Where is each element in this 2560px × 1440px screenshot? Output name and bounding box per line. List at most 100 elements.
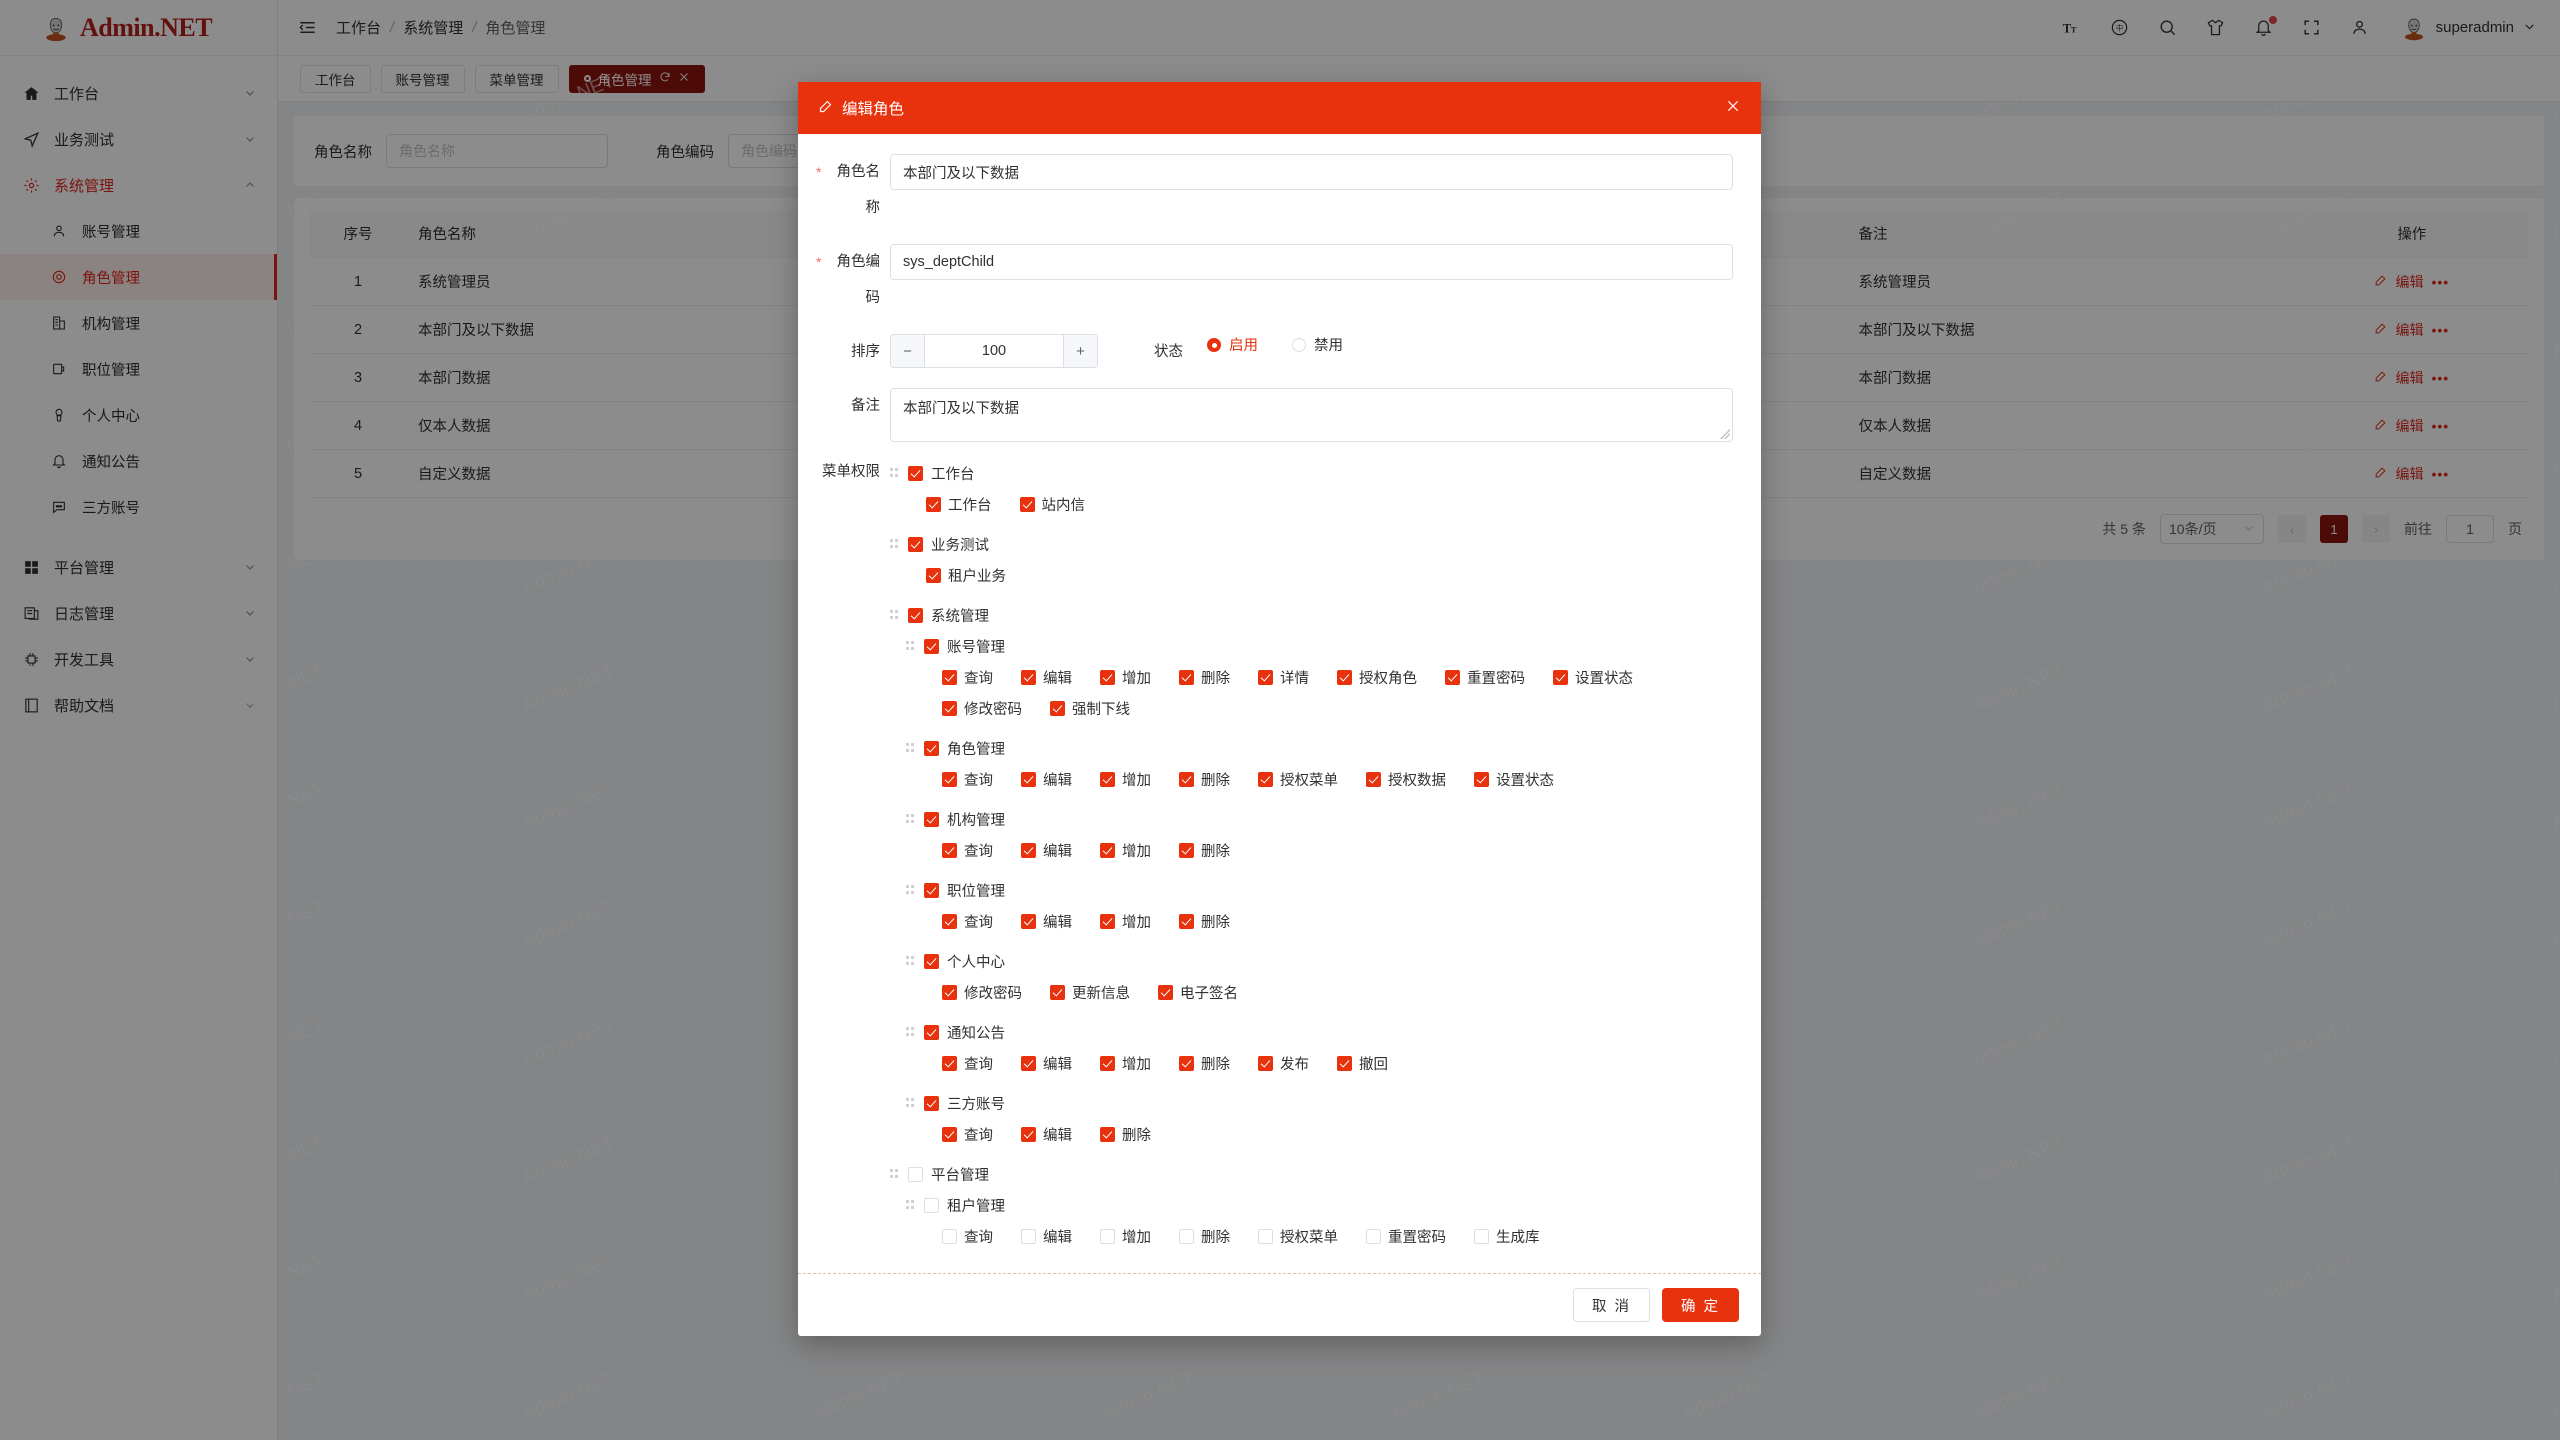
permission-checkbox-item[interactable]: 删除 [1179,910,1230,932]
sort-value[interactable]: 100 [981,343,1007,359]
permission-checkbox[interactable] [1100,669,1115,685]
sidebar-item-personal-center[interactable]: 个人中心 [0,392,277,438]
permission-checkbox-item[interactable]: 设置状态 [1553,666,1633,688]
sidebar-item-notice[interactable]: 通知公告 [0,438,277,484]
permission-checkbox-item[interactable]: 编辑 [1021,1052,1072,1074]
permission-checkbox[interactable] [1021,913,1036,929]
drag-handle-icon[interactable] [906,743,916,753]
permission-checkbox[interactable] [1021,771,1036,787]
permission-checkbox[interactable] [1050,984,1065,1000]
sidebar-item-system-management[interactable]: 系统管理 [0,162,277,208]
more-actions-button[interactable]: ••• [2431,369,2450,386]
jump-page-input[interactable]: 1 [2446,515,2494,543]
refresh-icon[interactable] [659,71,671,86]
page-number-1[interactable]: 1 [2320,515,2348,543]
permission-checkbox[interactable] [942,1126,957,1142]
permission-checkbox[interactable] [1100,1055,1115,1071]
sort-stepper[interactable]: − 100 + [890,334,1098,368]
drag-handle-icon[interactable] [890,539,900,549]
permission-checkbox[interactable] [1179,771,1194,787]
remark-textarea[interactable]: 本部门及以下数据 [890,388,1733,442]
sidebar-item-help-docs[interactable]: 帮助文档 [0,682,277,728]
permission-checkbox-item[interactable]: 授权菜单 [1258,768,1338,790]
permission-checkbox-item[interactable]: 设置状态 [1474,768,1554,790]
permission-checkbox[interactable] [1445,669,1460,685]
permission-tree-node[interactable]: 账号管理 [906,635,1733,657]
more-actions-button[interactable]: ••• [2431,321,2450,338]
breadcrumb-item[interactable]: 系统管理 [403,20,464,37]
permission-checkbox[interactable] [1158,984,1173,1000]
permission-checkbox-item[interactable]: 删除 [1179,839,1230,861]
permission-tree-node[interactable]: 角色管理 [906,737,1733,759]
permission-checkbox-item[interactable]: 站内信 [1019,493,1085,515]
drag-handle-icon[interactable] [890,468,900,478]
permission-checkbox[interactable] [924,638,939,654]
permission-checkbox[interactable] [1021,842,1036,858]
permission-tree-node[interactable]: 通知公告 [906,1021,1733,1043]
menu-fold-icon[interactable] [296,17,318,39]
permission-checkbox-item[interactable]: 删除 [1179,1225,1230,1247]
permission-checkbox[interactable] [1258,771,1273,787]
permission-checkbox-item[interactable]: 撤回 [1337,1052,1388,1074]
drag-handle-icon[interactable] [906,1027,916,1037]
tab-menu-management[interactable]: 菜单管理 [474,64,559,93]
more-actions-button[interactable]: ••• [2431,417,2450,434]
permission-checkbox-item[interactable]: 电子签名 [1158,981,1238,1003]
permission-checkbox[interactable] [1474,771,1489,787]
edit-button[interactable]: 编辑 [2395,273,2424,290]
edit-icon[interactable] [2374,418,2387,434]
permission-checkbox[interactable] [1100,1228,1115,1244]
permission-checkbox[interactable] [1179,842,1194,858]
permission-checkbox-item[interactable]: 发布 [1258,1052,1309,1074]
status-radio-disabled[interactable]: 禁用 [1292,334,1343,355]
permission-checkbox-item[interactable]: 增加 [1100,1052,1151,1074]
edit-icon[interactable] [2374,370,2387,386]
permission-checkbox[interactable] [908,1166,923,1182]
permission-checkbox-item[interactable]: 授权菜单 [1258,1225,1338,1247]
permission-checkbox[interactable] [908,536,923,552]
permission-tree-node[interactable]: 系统管理 [890,604,1733,626]
permission-checkbox[interactable] [1100,842,1115,858]
permission-checkbox[interactable] [1366,771,1381,787]
permission-checkbox-item[interactable]: 增加 [1100,839,1151,861]
permission-checkbox[interactable] [924,882,939,898]
permission-checkbox[interactable] [924,740,939,756]
permission-tree-node[interactable]: 业务测试 [890,533,1733,555]
permission-checkbox-item[interactable]: 重置密码 [1445,666,1525,688]
drag-handle-icon[interactable] [906,814,916,824]
permission-checkbox[interactable] [942,1055,957,1071]
prev-page-button[interactable]: ‹ [2278,515,2306,543]
permission-checkbox[interactable] [924,811,939,827]
permission-checkbox[interactable] [1021,1055,1036,1071]
permission-checkbox[interactable] [1021,1228,1036,1244]
permission-checkbox[interactable] [908,465,923,481]
permission-tree-node[interactable]: 个人中心 [906,950,1733,972]
permission-checkbox[interactable] [942,669,957,685]
edit-icon[interactable] [2374,466,2387,482]
permission-checkbox-item[interactable]: 查询 [942,1052,993,1074]
permission-tree-node[interactable]: 租户管理 [906,1194,1733,1216]
permission-checkbox[interactable] [1474,1228,1489,1244]
permission-checkbox-item[interactable]: 租户业务 [926,564,1006,586]
permission-checkbox-item[interactable]: 编辑 [1021,839,1072,861]
search-input-role-name[interactable]: 角色名称 [386,134,608,168]
textarea-resize-handle-icon[interactable] [1720,429,1730,439]
permission-checkbox[interactable] [942,984,957,1000]
language-icon[interactable]: 中 [2109,17,2131,39]
sidebar-item-dev-tools[interactable]: 开发工具 [0,636,277,682]
sort-decrement-button[interactable]: − [891,335,925,367]
permission-checkbox[interactable] [1021,669,1036,685]
permission-tree-node[interactable]: 三方账号 [906,1092,1733,1114]
permission-checkbox[interactable] [1553,669,1568,685]
tab-workbench[interactable]: 工作台 [300,64,371,93]
sidebar-item-third-party-account[interactable]: 三方账号 [0,484,277,530]
user-icon[interactable] [2349,17,2371,39]
permission-tree-node[interactable]: 职位管理 [906,879,1733,901]
permission-checkbox[interactable] [924,1095,939,1111]
permission-checkbox[interactable] [942,700,957,716]
permission-checkbox-item[interactable]: 查询 [942,910,993,932]
tab-role-management[interactable]: 角色管理 [568,64,705,93]
user-menu[interactable]: superadmin [2401,15,2536,41]
sidebar-item-business-test[interactable]: 业务测试 [0,116,277,162]
drag-handle-icon[interactable] [906,1200,916,1210]
